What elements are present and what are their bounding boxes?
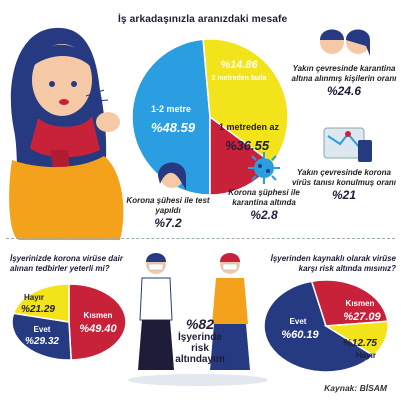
question-tedbirler: İşyerinizde korona virüse dair alınan te… [10,254,123,273]
pie-slice-0 [131,38,211,196]
stat-test-value: %7.2 [154,216,182,230]
pie-label-kismen-right: Kısmen [346,299,375,308]
section-divider [6,238,395,239]
stat-test-label: Korona şühesi ile test yapıldı [126,196,210,215]
two-people-illustration [128,253,268,386]
stat-karantina-value: %24.6 [326,84,362,98]
pie-label-1-metreden-az: 1 metreden az [219,122,280,132]
pie-label-hayir-left: Hayır [24,293,44,302]
source-note: Kaynak: BİSAM [324,383,387,393]
pie-value-1-metreden-az: %36.55 [225,138,270,153]
pie-value-hayir-right: %12.75 [343,338,377,349]
pie-value-1-2-metre: %48.59 [151,120,196,135]
pie-slices [263,279,389,373]
stat-tani-value: %21 [331,188,357,202]
pie-slices [131,38,289,196]
pie-value-2-metreden-fazla: %14.86 [220,59,258,71]
pie-label-hayir-right: Hayır [356,351,376,360]
stat-karantinada: Korona şüphesi ile karantina altında %2.… [212,188,316,222]
pie-label-1-2-metre: 1-2 metre [151,104,191,114]
pie-value-evet-right: %60.19 [281,329,319,341]
pie-slice-2 [12,283,70,323]
pie-slice-0 [263,280,375,373]
stat-karantina: Yakın çevresinde karantina altına alınmı… [290,64,398,98]
risk-note: %82 İşyerinde risk altındayım [150,316,250,365]
pie-slice-2 [323,320,389,357]
pie-label-2-metreden-fazla: 2 metreden fazla [212,75,267,82]
pie-slice-1 [310,279,389,327]
stat-karantinada-value: %2.8 [250,208,278,222]
stat-tani-label: Yakın çevresinde korona virüs tanısı kon… [291,168,397,187]
risk-note-line3: altındayım [175,354,225,365]
risk-pie-chart: Evet %60.19 Kısmen %27.09 %12.75 Hayır [263,279,389,373]
pie-value-hayir-left: %21.29 [21,304,55,315]
pie-value-evet-left: %29.32 [25,336,59,347]
question-risk: İşyerinden kaynaklı olarak virüse karşı … [270,254,396,273]
pie-value-kismen-left: %49.40 [79,323,117,335]
pie-slice-1 [11,312,72,361]
chart-title: İş arkadaşınızla aranızdaki mesafe [118,14,288,25]
pie-value-kismen-right: %27.09 [343,311,381,323]
stat-test: Korona şühesi ile test yapıldı %7.2 [118,196,218,230]
stat-karantina-label: Yakın çevresinde karantina altına alınmı… [291,64,397,83]
risk-note-line1: İşyerinde [178,332,222,343]
stat-tani: Yakın çevresinde korona virüs tanısı kon… [290,168,398,202]
pie-label-evet-left: Evet [34,325,51,334]
pie-slice-0 [68,283,127,361]
map-phone-icon [323,127,372,162]
tedbirler-pie-chart: Hayır %21.29 Kısmen %49.40 Evet %29.32 [11,283,127,361]
virus-icon [248,152,280,184]
pie-slice-1 [202,38,289,165]
risk-note-value: %82 [185,316,215,332]
stat-karantinada-label: Korona şüphesi ile karantina altında [228,188,300,207]
pie-label-kismen-left: Kısmen [84,311,113,320]
pie-slices [11,283,127,361]
pie-label-evet-right: Evet [290,317,307,326]
woman-coughing-illustration [9,27,124,240]
couple-icon [320,29,370,56]
woman-test-icon [158,162,186,190]
distance-pie-chart: 1-2 metre %48.59 1 metreden az %36.55 %1… [131,38,289,196]
risk-note-line2: risk [191,343,209,354]
